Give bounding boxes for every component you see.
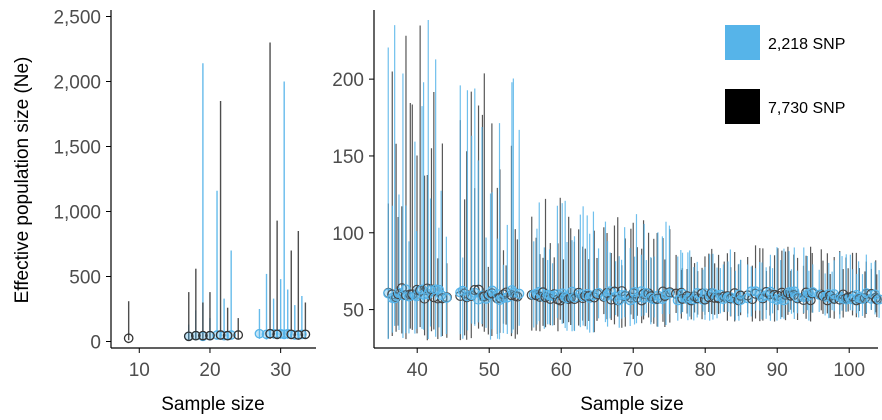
x-tick-label: 80 bbox=[695, 360, 716, 381]
ne-point bbox=[300, 329, 311, 340]
ne-point bbox=[487, 285, 498, 296]
ne-point bbox=[286, 329, 297, 340]
y-axis-title: Effective population size (Ne) bbox=[12, 57, 33, 304]
x-tick-label: 60 bbox=[551, 360, 572, 381]
ne-point bbox=[461, 292, 472, 303]
legend-swatch-2218 bbox=[725, 25, 760, 60]
ne-point bbox=[123, 333, 134, 344]
ne-point bbox=[254, 328, 265, 339]
ne-point bbox=[537, 287, 549, 298]
y-tick-label: 100 bbox=[332, 224, 364, 245]
left-marks bbox=[123, 42, 311, 344]
ne-point bbox=[205, 330, 215, 341]
y-tick-label: 200 bbox=[332, 70, 364, 91]
x-tick-label: 20 bbox=[199, 360, 220, 381]
ne-point bbox=[676, 287, 687, 298]
right-ticks: 50 100 150 200 40 50 60 70 80 90 100 bbox=[332, 70, 865, 381]
ne-point bbox=[873, 294, 882, 305]
ne-point bbox=[433, 284, 445, 296]
ne-point bbox=[190, 330, 201, 341]
y-tick-label: 50 bbox=[343, 301, 364, 322]
ne-point bbox=[441, 292, 452, 304]
ne-point bbox=[233, 330, 244, 340]
y-tick-label: 1,000 bbox=[53, 203, 101, 224]
legend-label-2218: 2,218 SNP bbox=[768, 36, 845, 53]
ne-point bbox=[501, 287, 512, 298]
ne-point bbox=[183, 331, 194, 342]
x-tick-label: 40 bbox=[407, 360, 428, 381]
ne-point bbox=[293, 330, 304, 340]
ne-point bbox=[198, 330, 208, 341]
y-tick-label: 2,000 bbox=[53, 73, 101, 94]
x-tick-label: 100 bbox=[833, 360, 865, 381]
y-tick-label: 500 bbox=[69, 268, 101, 289]
right-marks bbox=[383, 20, 882, 341]
ne-point bbox=[469, 284, 480, 296]
ne-point bbox=[514, 288, 525, 299]
x-tick-label: 90 bbox=[767, 360, 788, 381]
ne-point bbox=[805, 294, 816, 306]
y-tick-label: 0 bbox=[90, 333, 101, 354]
ne-point bbox=[829, 293, 840, 304]
ne-point bbox=[426, 284, 437, 295]
ne-point bbox=[854, 293, 865, 305]
ne-point bbox=[616, 290, 627, 301]
x-tick-label: 70 bbox=[623, 360, 644, 381]
x-tick-label: 50 bbox=[479, 360, 500, 381]
ne-point bbox=[215, 330, 226, 340]
legend-swatch-7730 bbox=[725, 89, 760, 124]
y-tick-label: 150 bbox=[332, 147, 364, 168]
x-tick-label: 10 bbox=[129, 360, 150, 381]
y-tick-label: 1,500 bbox=[53, 138, 101, 159]
ne-point bbox=[549, 289, 560, 300]
ne-point bbox=[735, 290, 746, 301]
ne-point bbox=[512, 291, 523, 302]
ne-point bbox=[780, 289, 791, 300]
ne-point bbox=[436, 289, 447, 301]
legend: 2,218 SNP 7,730 SNP bbox=[725, 25, 845, 124]
left-panel: 0 500 1,000 1,500 2,000 2,500 10 20 30 Sample si… bbox=[53, 8, 316, 415]
legend-label-7730: 7,730 SNP bbox=[768, 100, 845, 117]
right-panel: 50 100 150 200 40 50 60 70 80 90 100 Sample size bbox=[332, 10, 882, 415]
x-tick-label: 30 bbox=[270, 360, 291, 381]
y-tick-label: 2,500 bbox=[53, 8, 101, 29]
ne-point bbox=[212, 330, 222, 340]
ne-point bbox=[506, 289, 517, 301]
left-x-axis-title: Sample size bbox=[161, 394, 265, 415]
ne-point bbox=[265, 328, 275, 339]
ne-point bbox=[393, 288, 404, 300]
left-ticks: 0 500 1,000 1,500 2,000 2,500 10 20 30 bbox=[53, 8, 291, 382]
ne-point bbox=[222, 330, 233, 341]
ne-point bbox=[272, 329, 282, 340]
right-x-axis-title: Sample size bbox=[580, 394, 684, 415]
